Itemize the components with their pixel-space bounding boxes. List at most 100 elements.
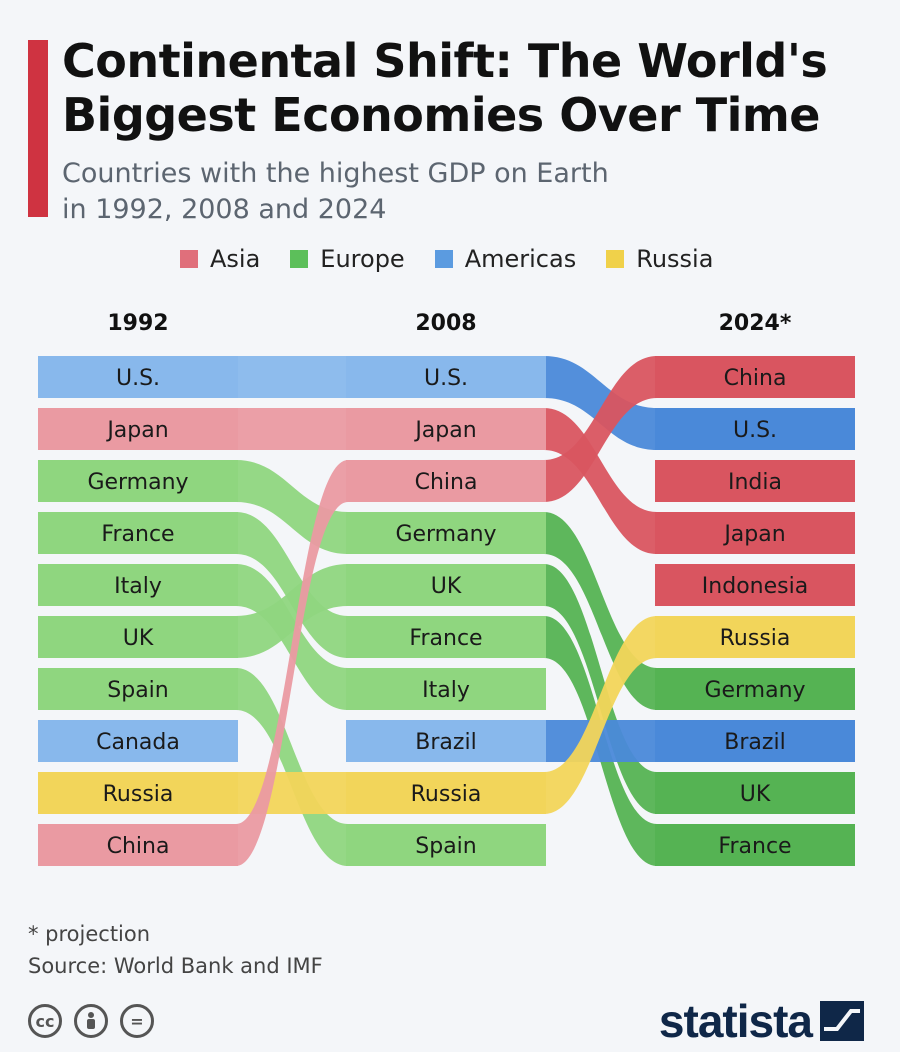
country-label-uk-2008: UK [431,574,462,599]
footnote: * projection [28,922,151,946]
flow-china-2008-2024 [544,356,657,502]
country-label-us.-1992: U.S. [116,366,160,391]
rank-box-france-2024 [655,824,855,866]
chart-title: Continental Shift: The World's Biggest E… [62,34,828,142]
legend-item-asia: Asia [180,245,260,273]
flow-japan-1992-2008 [236,408,348,450]
country-label-russia-2008: Russia [411,782,482,807]
country-label-canada-1992: Canada [96,730,180,755]
statista-mark-icon [820,1001,864,1041]
rank-box-us.-1992 [38,356,238,398]
country-label-france-1992: France [101,522,174,547]
country-label-uk-2024: UK [740,782,771,807]
country-label-russia-1992: Russia [103,782,174,807]
flow-italy-1992-2008 [236,564,348,710]
flow-bands [236,356,657,866]
rank-box-uk-2008 [346,564,546,606]
rank-box-uk-1992 [38,616,238,658]
rank-box-japan-2024 [655,512,855,554]
country-label-germany-2024: Germany [704,678,805,703]
country-label-france-2008: France [409,626,482,651]
rank-box-brazil-2008 [346,720,546,762]
country-label-us.-2008: U.S. [424,366,468,391]
country-label-spain-1992: Spain [107,678,168,703]
country-label-china-2008: China [415,470,478,495]
rank-box-canada-1992 [38,720,238,762]
country-label-japan-2008: Japan [413,418,476,443]
flow-brazil-2008-2024 [544,720,657,762]
rank-box-us.-2008 [346,356,546,398]
no-derivatives-icon[interactable]: = [120,1004,154,1038]
legend-swatch [434,250,453,268]
country-label-france-2024: France [718,834,791,859]
rank-box-spain-1992 [38,668,238,710]
rank-box-china-1992 [38,824,238,866]
flow-russia-2008-2024 [544,616,657,814]
flow-france-1992-2008 [236,512,348,658]
flow-spain-1992-2008 [236,668,348,866]
rank-box-india-2024 [655,460,855,502]
rank-box-russia-2024 [655,616,855,658]
country-label-brazil-2008: Brazil [415,730,476,755]
flow-china-1992-2008 [236,460,348,866]
legend-label: Russia [636,245,714,273]
rank-box-spain-2008 [346,824,546,866]
rank-box-germany-2008 [346,512,546,554]
flow-us.-2008-2024 [544,356,657,450]
statista-wordmark: statista [658,995,813,1047]
country-label-uk-1992: UK [123,626,154,651]
flow-us.-1992-2008 [236,356,348,398]
title-accent-bar [28,40,48,217]
country-label-indonesia-2024: Indonesia [702,574,808,599]
column-header-2008: 2008 [415,311,476,336]
rank-box-italy-1992 [38,564,238,606]
rank-box-japan-1992 [38,408,238,450]
legend-label: Asia [210,245,261,273]
legend-swatch [290,250,309,268]
attribution-icon[interactable] [74,1004,108,1038]
license-icons: cc = [28,1004,166,1038]
legend-item-europe: Europe [290,245,405,273]
legend-item-americas: Americas [434,245,577,273]
legend-item-russia: Russia [606,245,713,273]
country-label-italy-2008: Italy [422,678,470,703]
legend: Asia Europe Americas Russia [180,244,743,274]
column-header-1992: 1992 [107,311,168,336]
rank-box-germany-1992 [38,460,238,502]
cc-icon[interactable]: cc [28,1004,62,1038]
rank-box-russia-2008 [346,772,546,814]
bump-chart: 1992 2008 2024* U.S. Japan Germany France Ital… [38,311,855,866]
rank-box-italy-2008 [346,668,546,710]
country-label-china-2024: China [724,366,787,391]
legend-swatch [606,250,625,268]
legend-label: Americas [464,245,577,273]
country-label-india-2024: India [728,470,782,495]
column-header-2024: 2024* [719,311,792,336]
rank-boxes [38,356,855,866]
rank-box-russia-1992 [38,772,238,814]
flow-japan-2008-2024 [544,408,657,554]
country-label-russia-2024: Russia [720,626,791,651]
country-label-italy-1992: Italy [114,574,162,599]
rank-box-indonesia-2024 [655,564,855,606]
flow-uk-1992-2008 [236,564,348,658]
country-label-japan-2024: Japan [722,522,785,547]
source-note: Source: World Bank and IMF [28,954,323,978]
rank-box-uk-2024 [655,772,855,814]
rank-box-china-2024 [655,356,855,398]
column-headers: 1992 2008 2024* [107,311,791,336]
country-label-spain-2008: Spain [415,834,476,859]
rank-box-japan-2008 [346,408,546,450]
rank-box-brazil-2024 [655,720,855,762]
legend-swatch [180,250,198,268]
country-label-china-1992: China [107,834,170,859]
country-labels: U.S. Japan Germany France Italy UK Spain Canada… [87,366,808,859]
country-label-brazil-2024: Brazil [724,730,785,755]
country-label-us.-2024: U.S. [733,418,777,443]
rank-box-germany-2024 [655,668,855,710]
country-label-germany-1992: Germany [87,470,188,495]
statista-logo[interactable]: statista [659,994,864,1048]
country-label-germany-2008: Germany [395,522,496,547]
rank-box-france-2008 [346,616,546,658]
country-label-japan-1992: Japan [105,418,168,443]
